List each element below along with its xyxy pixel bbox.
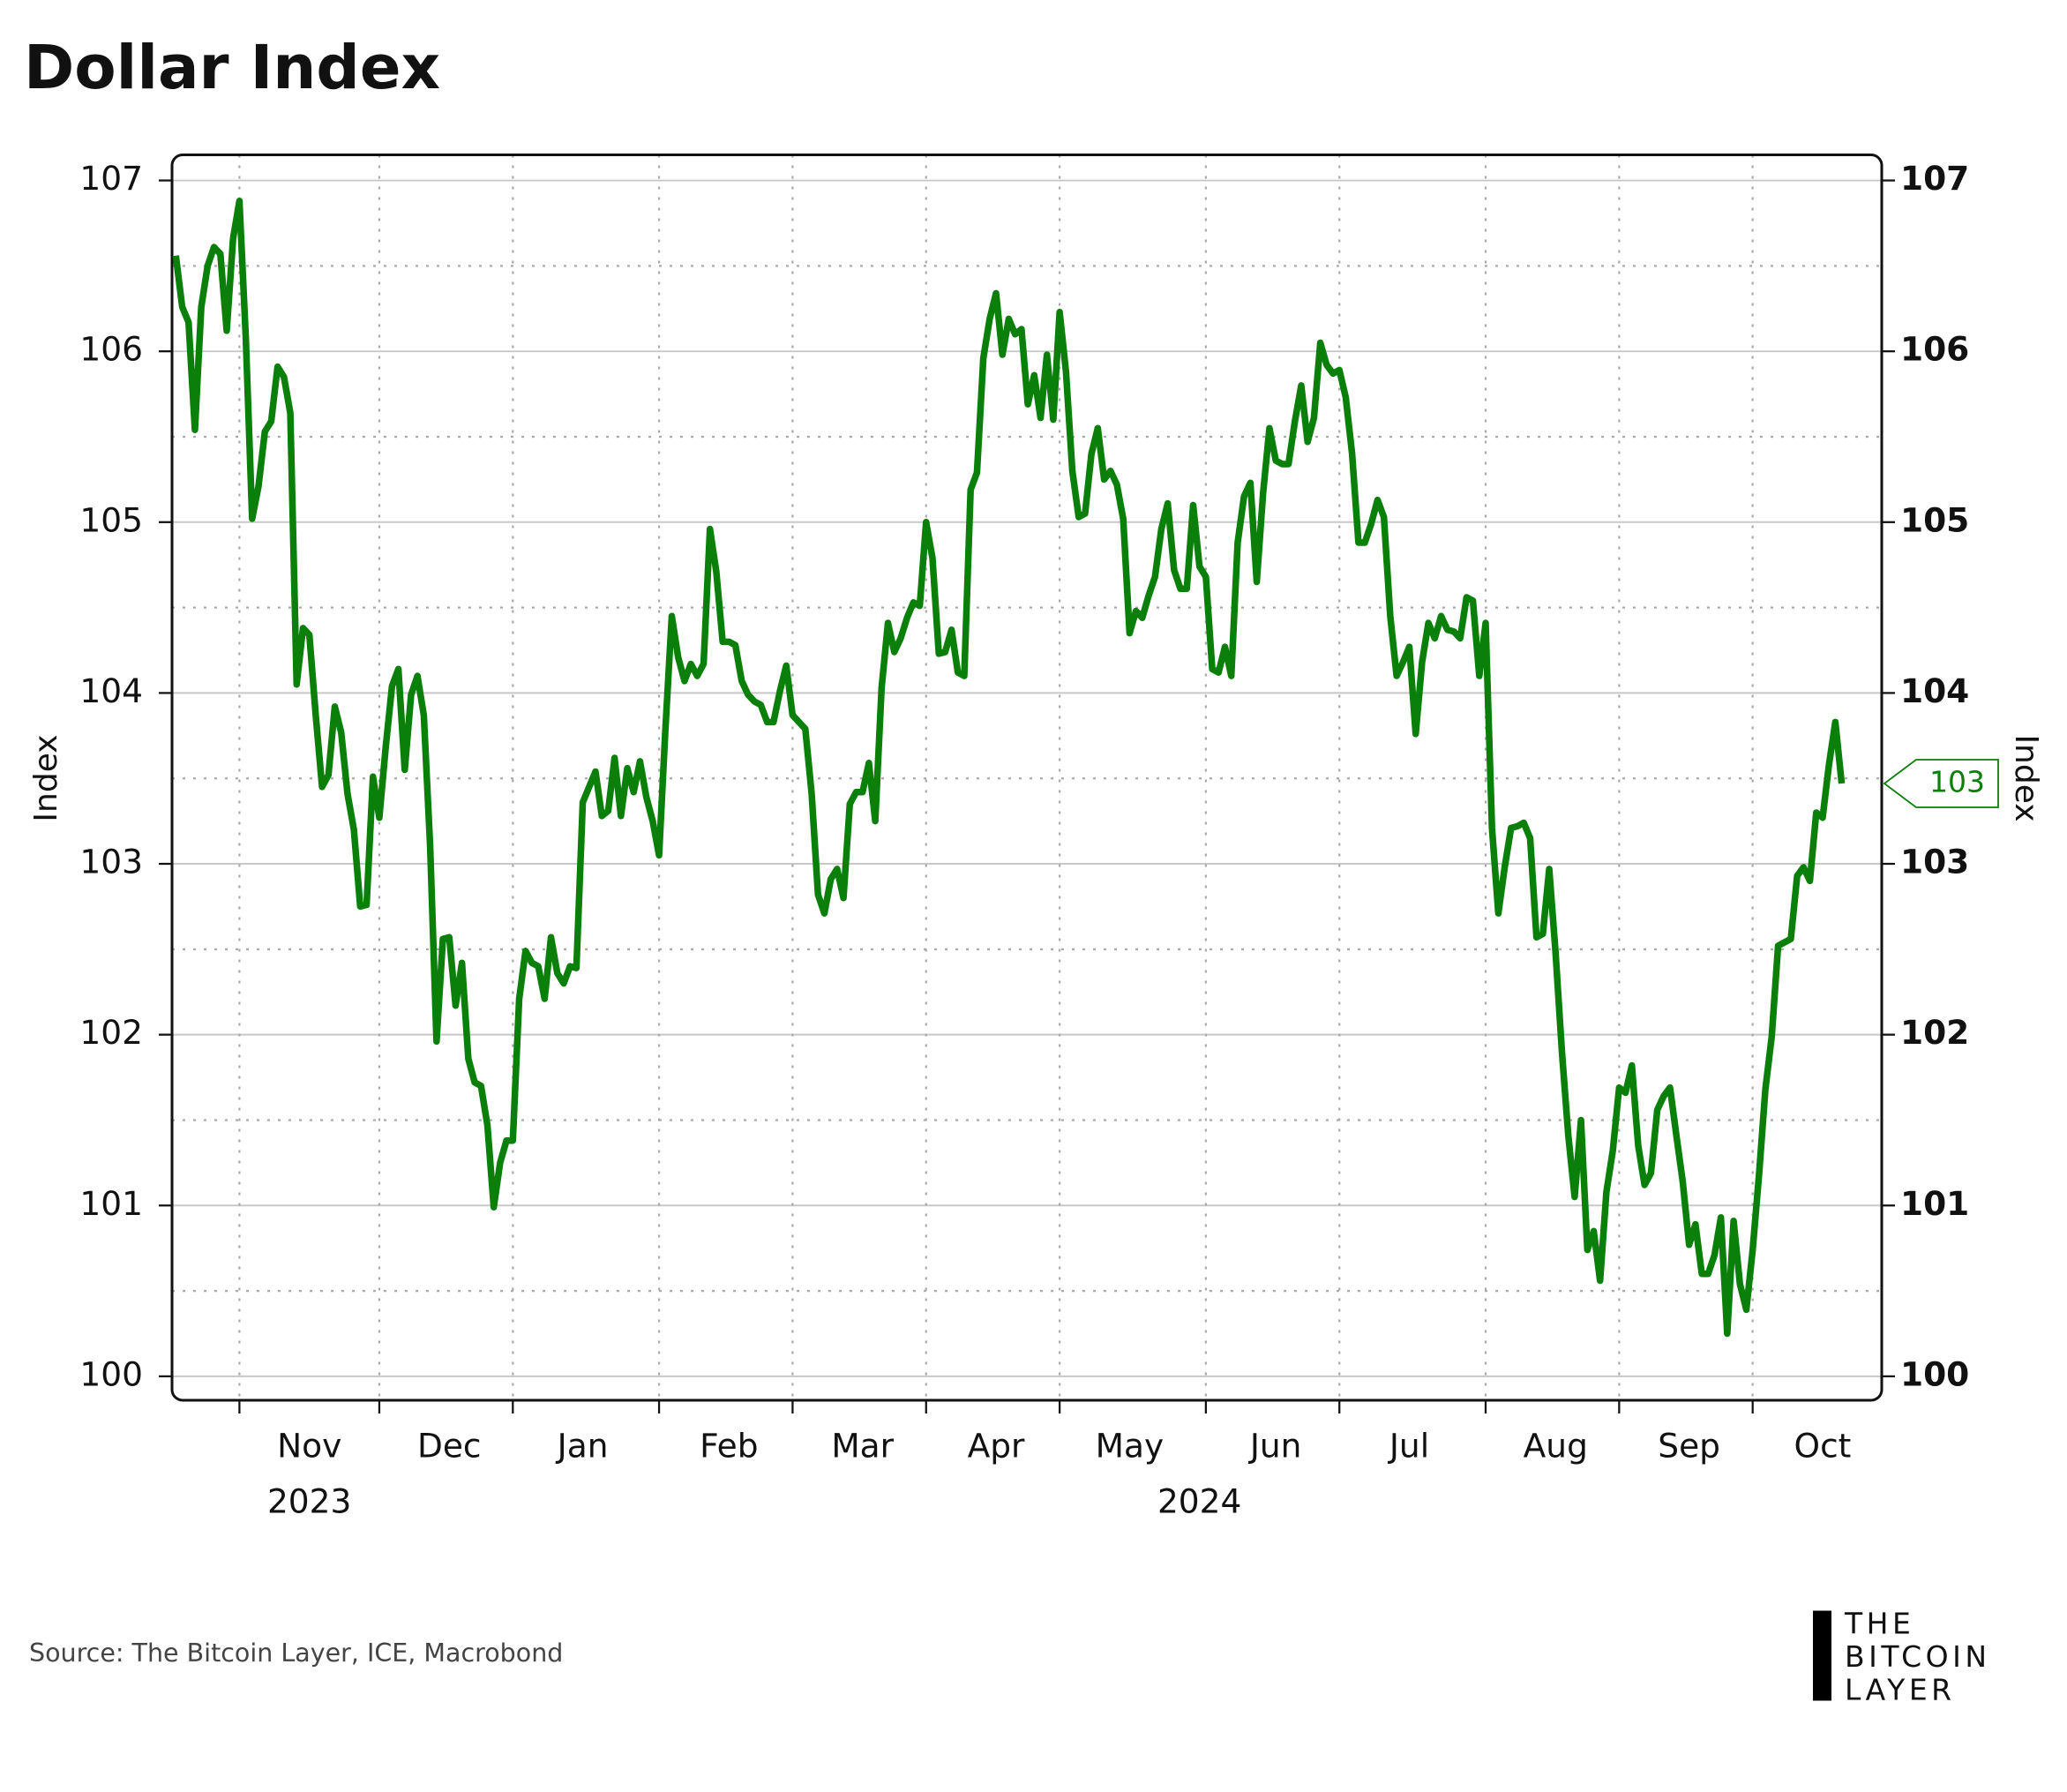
y2-tick-label: 107 xyxy=(1900,159,1969,198)
y2-tick-label: 101 xyxy=(1900,1184,1969,1223)
y-tick-label: 105 xyxy=(79,500,143,539)
x-tick-label: May xyxy=(1096,1427,1165,1466)
logo-bar xyxy=(1813,1610,1831,1701)
x-tick-label: Jun xyxy=(1248,1427,1302,1466)
x-tick-label: Sep xyxy=(1658,1427,1720,1466)
last-value-label: 103 xyxy=(1929,765,1985,799)
y-tick-label: 102 xyxy=(79,1013,143,1052)
y-tick-label: 107 xyxy=(79,159,143,198)
y2-tick-label: 100 xyxy=(1900,1354,1969,1393)
year-label: 2024 xyxy=(1157,1482,1241,1521)
logo-text: LAYER xyxy=(1845,1673,1956,1707)
x-tick-label: Dec xyxy=(417,1427,482,1466)
x-tick-label: Jul xyxy=(1388,1427,1429,1466)
x-tick-label: Nov xyxy=(277,1427,341,1466)
x-tick-label: Oct xyxy=(1794,1427,1852,1466)
x-tick-label: Feb xyxy=(700,1427,758,1466)
y-tick-label: 100 xyxy=(79,1354,143,1393)
source-note: Source: The Bitcoin Layer, ICE, Macrobon… xyxy=(29,1638,563,1668)
y2-tick-label: 106 xyxy=(1900,330,1969,369)
x-tick-label: Jan xyxy=(556,1427,609,1466)
y-axis-label: Index xyxy=(28,734,64,821)
y2-axis-label: Index xyxy=(2008,734,2044,821)
y-tick-label: 106 xyxy=(79,330,143,369)
y2-tick-label: 105 xyxy=(1900,500,1969,539)
x-tick-label: Mar xyxy=(831,1427,894,1466)
logo-text: BITCOIN xyxy=(1845,1639,1991,1674)
y2-tick-label: 103 xyxy=(1900,843,1969,881)
logo-text: THE xyxy=(1844,1607,1914,1641)
y-tick-label: 104 xyxy=(79,671,143,710)
x-tick-label: Aug xyxy=(1524,1427,1588,1466)
plot-frame xyxy=(170,154,1884,1402)
year-label: 2023 xyxy=(267,1482,351,1521)
y-tick-label: 103 xyxy=(79,843,143,881)
y2-tick-label: 104 xyxy=(1900,671,1969,710)
last-value-box xyxy=(1883,759,1999,808)
data-line xyxy=(172,198,1846,1338)
x-tick-label: Apr xyxy=(968,1427,1025,1466)
y-tick-label: 101 xyxy=(79,1184,143,1223)
chart-title: Dollar Index xyxy=(24,33,440,103)
y2-tick-label: 102 xyxy=(1900,1013,1969,1052)
